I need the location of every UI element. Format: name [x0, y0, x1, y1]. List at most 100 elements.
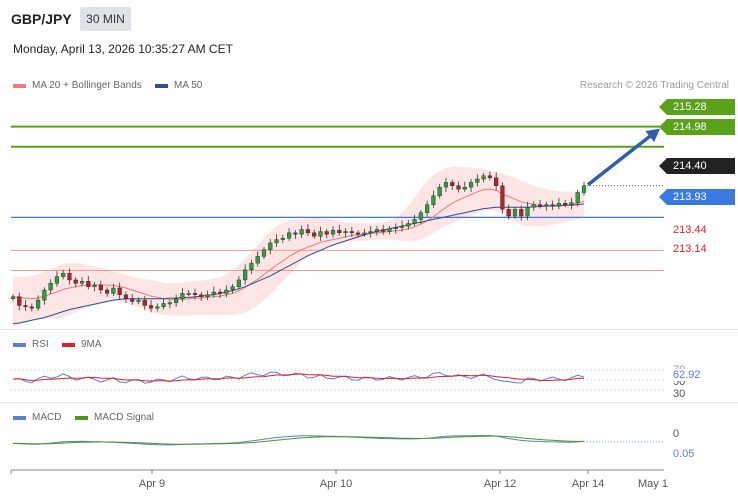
- candle: [142, 299, 147, 306]
- candle: [199, 294, 204, 297]
- candle: [29, 306, 34, 309]
- candle: [148, 305, 154, 309]
- candle: [349, 231, 354, 234]
- rsi-legend-label: RSI: [32, 339, 49, 350]
- candle: [368, 231, 373, 234]
- candle: [268, 242, 273, 250]
- candle: [136, 299, 141, 302]
- ma20-legend-label: MA 20 + Bollinger Bands: [32, 80, 142, 91]
- rsi-swatch: [13, 342, 26, 347]
- candle: [450, 182, 455, 186]
- candle: [92, 285, 97, 287]
- candle: [556, 203, 561, 207]
- candle: [525, 207, 530, 217]
- candle: [211, 291, 216, 295]
- macd-swatch: [13, 415, 26, 420]
- candle: [161, 303, 166, 308]
- candle: [243, 269, 248, 281]
- candle: [48, 283, 53, 291]
- candle: [54, 276, 60, 284]
- candle: [481, 175, 486, 180]
- candle: [261, 249, 267, 257]
- ma50-line: [12, 203, 585, 325]
- candle: [123, 294, 129, 299]
- macd-signal-legend-label: MACD Signal: [94, 412, 155, 423]
- macd-signal-line: [13, 435, 584, 445]
- candle: [23, 305, 28, 308]
- bollinger-band-fill: [13, 166, 584, 327]
- ma50-swatch: [155, 83, 168, 88]
- candle: [550, 204, 555, 207]
- candle: [506, 209, 511, 217]
- candle: [462, 186, 467, 190]
- candle: [205, 294, 210, 297]
- candle: [374, 229, 380, 232]
- candle: [17, 296, 22, 306]
- resistance-1-tag: 214.98: [659, 119, 735, 135]
- candle: [312, 232, 317, 237]
- rsi-level-30: 30: [673, 388, 686, 400]
- x-tick-label: Apr 12: [483, 478, 517, 490]
- candle: [318, 231, 323, 237]
- candle: [86, 281, 91, 287]
- resistance-2-tag: 215.28: [659, 99, 735, 115]
- candle: [274, 239, 279, 244]
- candle: [130, 298, 135, 302]
- x-tick-label: Apr 10: [319, 478, 353, 490]
- candle: [192, 293, 198, 295]
- candle: [500, 185, 505, 210]
- candle: [356, 232, 361, 235]
- candle: [230, 286, 235, 291]
- ma20-swatch: [13, 83, 26, 88]
- candle: [61, 273, 66, 277]
- candle: [10, 296, 16, 299]
- candle: [563, 203, 568, 205]
- candle: [299, 229, 304, 235]
- ma20-line: [12, 188, 585, 300]
- candle: [217, 291, 223, 294]
- candle: [544, 204, 549, 207]
- rsi-ma-swatch: [62, 342, 75, 347]
- candle: [418, 212, 423, 220]
- candle: [324, 231, 329, 235]
- target-arrow: [586, 133, 654, 187]
- timeframe-badge[interactable]: 30 MIN: [80, 7, 131, 31]
- candle: [468, 182, 474, 188]
- candle: [519, 209, 524, 217]
- candle: [249, 262, 254, 271]
- datetime-label: Monday, April 13, 2026 10:35:27 AM CET: [13, 42, 233, 56]
- candle: [487, 175, 492, 178]
- candle: [180, 293, 185, 299]
- candle: [174, 298, 179, 303]
- panel-separator-rsi: [0, 329, 738, 330]
- candle: [73, 279, 78, 284]
- support-2-tag: 213.14: [673, 243, 707, 255]
- legend-ma50: MA 50: [155, 80, 202, 91]
- target-arrowhead: [645, 128, 660, 143]
- candle: [280, 238, 285, 240]
- candle: [456, 185, 461, 190]
- candle: [494, 177, 499, 186]
- legend-ma20: MA 20 + Bollinger Bands: [13, 80, 142, 91]
- rsi-current-value: 62.92: [673, 369, 701, 381]
- macd-level-0: 0: [673, 428, 680, 440]
- macd-current-value: 0.05: [673, 448, 695, 460]
- candle: [581, 185, 587, 193]
- ma50-legend-label: MA 50: [174, 80, 203, 91]
- candle: [305, 229, 310, 234]
- candle: [105, 289, 110, 294]
- candle: [337, 229, 342, 234]
- candle: [406, 223, 411, 227]
- candle: [393, 227, 398, 230]
- rsi-ma-line: [12, 373, 585, 382]
- x-tick-label: May 1: [638, 478, 668, 490]
- candle: [537, 204, 543, 207]
- candle: [117, 287, 122, 295]
- candle: [236, 279, 241, 287]
- candle: [287, 232, 292, 239]
- candle: [399, 225, 405, 228]
- candle: [293, 232, 298, 235]
- candle: [512, 209, 518, 217]
